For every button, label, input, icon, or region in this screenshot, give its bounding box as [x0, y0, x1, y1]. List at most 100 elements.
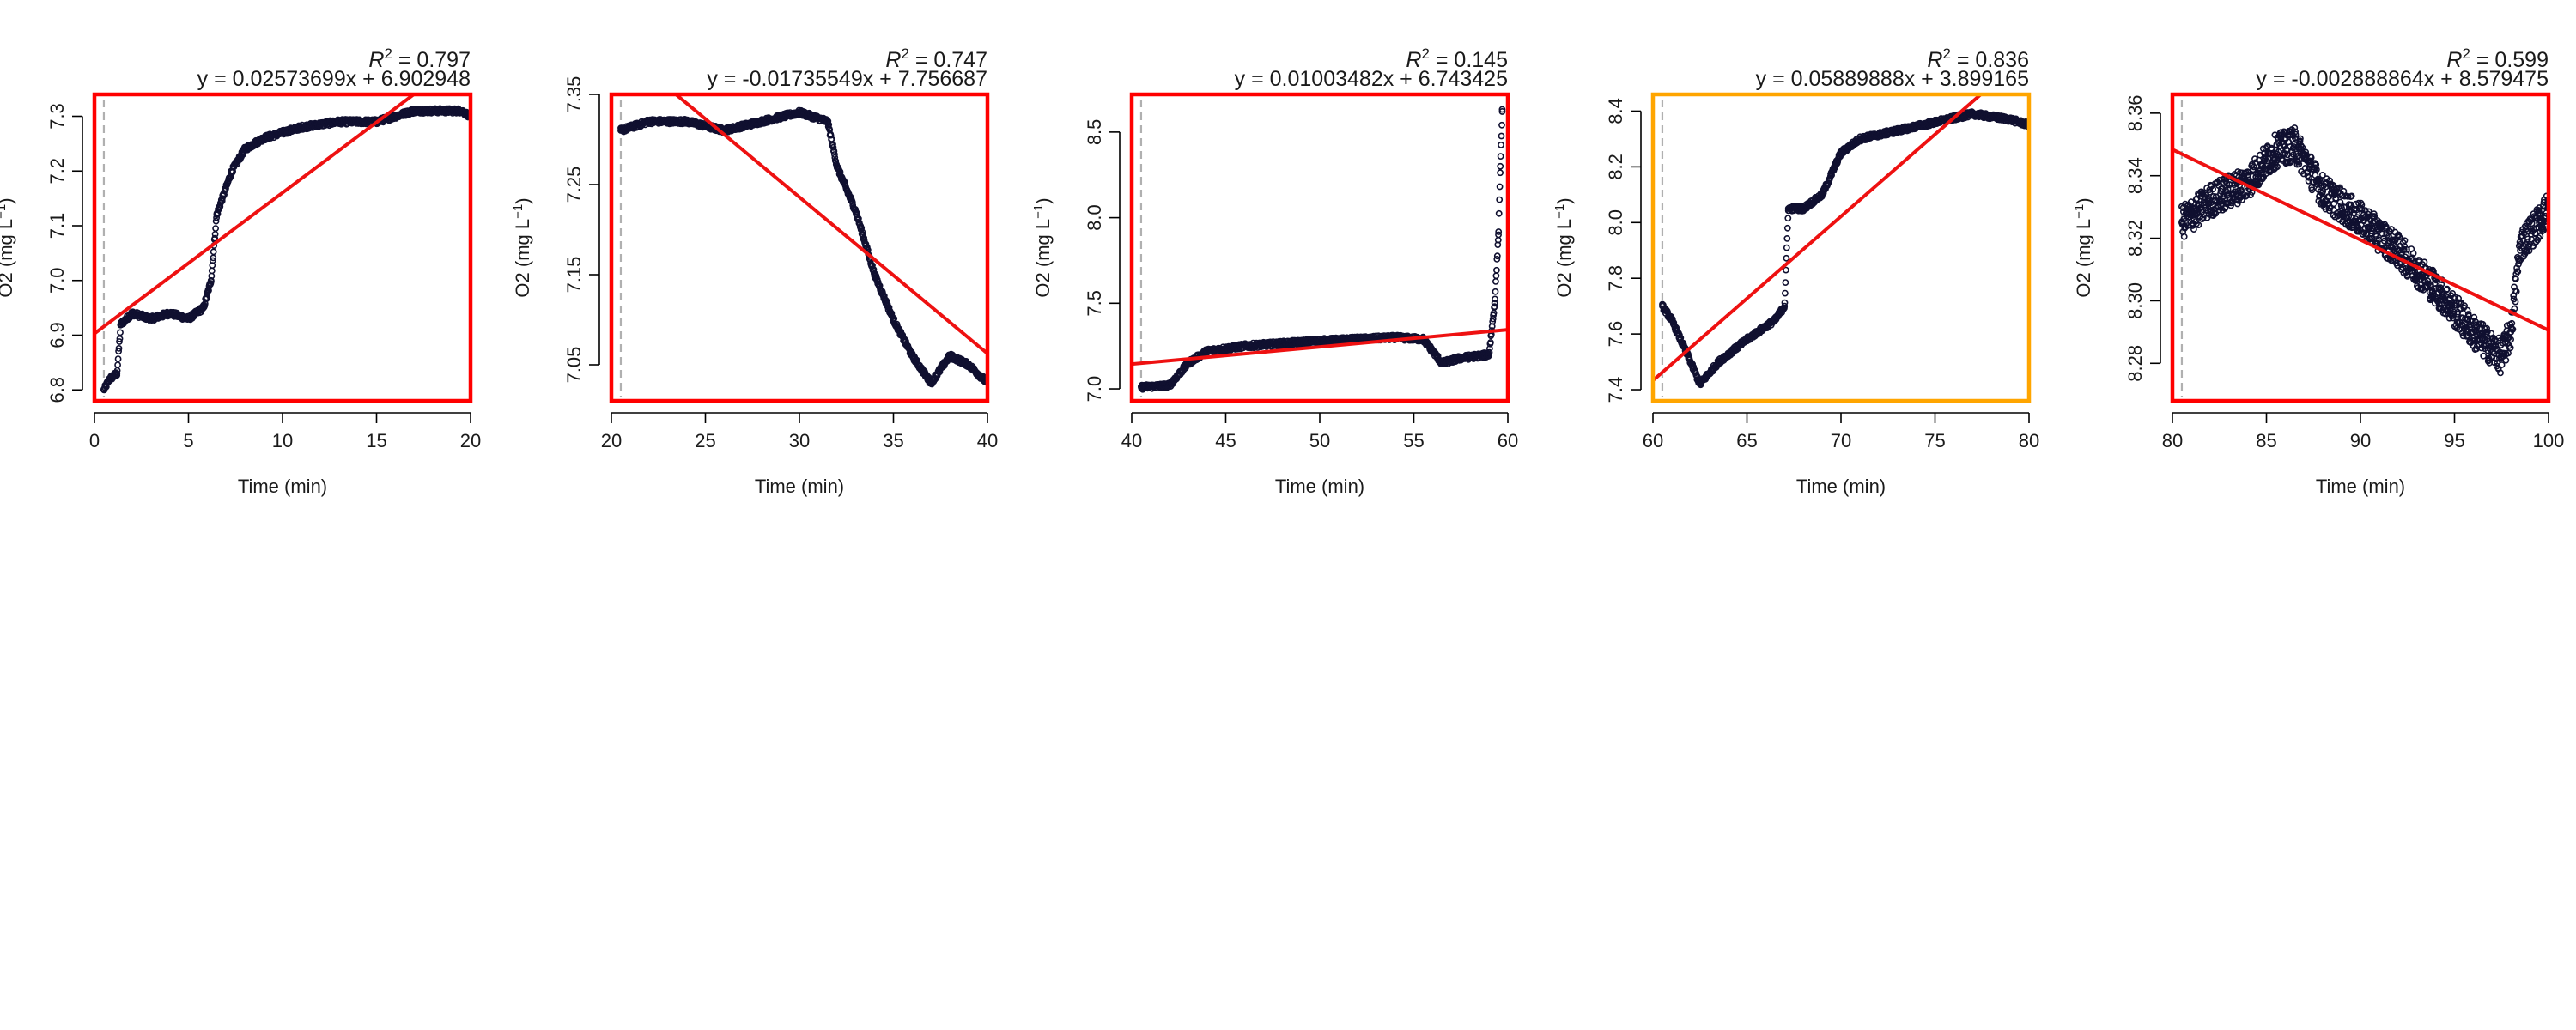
- x-tick-label: 10: [272, 430, 293, 451]
- x-tick-label: 50: [1309, 430, 1330, 451]
- plot-area: [94, 94, 471, 397]
- data-point: [2319, 188, 2327, 195]
- data-point: [467, 112, 471, 120]
- data-point: [297, 124, 305, 131]
- data-point: [2233, 200, 2241, 208]
- y-tick-label: 7.3: [46, 103, 68, 130]
- y-tick-label: 8.0: [1084, 204, 1105, 231]
- data-point: [2291, 124, 2299, 131]
- r-squared-symbol: R: [1927, 48, 1942, 72]
- data-point: [2470, 328, 2477, 336]
- data-point: [2178, 219, 2185, 227]
- data-point: [117, 320, 125, 328]
- data-point: [2443, 285, 2451, 293]
- data-point: [965, 361, 972, 368]
- y-axis-label-text: O2 (mg L: [512, 219, 533, 298]
- data-point: [2498, 354, 2506, 360]
- data-point: [166, 310, 173, 317]
- x-tick-label: 20: [460, 430, 481, 451]
- r-squared-value: = 0.836: [1951, 48, 2029, 72]
- data-point: [1486, 345, 1493, 352]
- y-tick-label: 7.25: [563, 167, 585, 203]
- data-point: [1438, 360, 1446, 367]
- data-point: [2227, 202, 2234, 209]
- data-point: [1492, 272, 1500, 280]
- data-point: [2243, 192, 2251, 199]
- r-squared-exponent: 2: [384, 45, 392, 62]
- fit-line: [94, 94, 417, 336]
- x-tick-label: 15: [366, 430, 386, 451]
- data-point: [683, 118, 690, 125]
- data-point: [1781, 289, 1789, 297]
- r-squared-value: = 0.747: [909, 48, 987, 72]
- data-point: [2251, 155, 2258, 163]
- y-tick-label: 8.4: [1605, 98, 1626, 124]
- data-point: [115, 348, 122, 355]
- data-point: [1495, 228, 1503, 235]
- x-axis-label: Time (min): [1275, 476, 1364, 497]
- data-point: [2007, 116, 2014, 124]
- y-axis-label-exponent: −1: [511, 204, 526, 219]
- data-point: [2497, 369, 2504, 377]
- data-point: [222, 185, 229, 192]
- data-point: [1784, 215, 1792, 222]
- data-point: [207, 276, 215, 284]
- x-tick-label: 40: [1121, 430, 1142, 451]
- fit-line: [1653, 94, 1984, 382]
- y-tick-label: 6.9: [46, 322, 68, 348]
- y-axis-label: O2 (mg L−1): [1031, 197, 1054, 297]
- data-point: [1784, 205, 1792, 212]
- data-point: [1782, 279, 1789, 286]
- y-tick-label: 8.0: [1605, 209, 1626, 236]
- y-axis-label: O2 (mg L−1): [511, 197, 533, 297]
- data-point: [2274, 163, 2281, 171]
- data-point: [185, 315, 192, 323]
- data-point: [147, 315, 155, 323]
- data-point: [1497, 169, 1504, 177]
- y-axis-label-close: ): [512, 197, 533, 203]
- data-point: [2483, 324, 2490, 332]
- data-point: [1781, 302, 1789, 310]
- data-point: [758, 118, 766, 125]
- y-tick-label: 8.36: [2124, 94, 2146, 131]
- data-point: [2382, 223, 2390, 230]
- data-point: [2394, 247, 2402, 255]
- data-point: [796, 109, 803, 116]
- x-tick-label: 45: [1215, 430, 1236, 451]
- data-point: [128, 310, 136, 317]
- data-point: [1715, 358, 1722, 366]
- data-point: [2507, 328, 2515, 336]
- y-tick-label: 7.8: [1605, 265, 1626, 292]
- y-tick-label: 7.05: [563, 347, 585, 384]
- x-tick-label: 100: [2533, 430, 2565, 451]
- data-point: [2206, 197, 2214, 204]
- data-point: [2531, 215, 2538, 222]
- fit-line: [1132, 328, 1508, 367]
- data-point: [2513, 264, 2520, 271]
- data-point: [1659, 302, 1666, 310]
- r-squared-label: R2 = 0.797: [368, 45, 471, 72]
- data-point: [1498, 141, 1504, 148]
- y-axis-label: O2 (mg L−1): [2072, 197, 2094, 297]
- data-point: [1800, 205, 1807, 212]
- r-squared-symbol: R: [1406, 48, 1421, 72]
- y-tick-label: 6.8: [46, 377, 68, 403]
- plot-frame: [2170, 92, 2551, 403]
- data-point: [2318, 171, 2326, 179]
- data-point: [114, 361, 121, 368]
- plot-frame: [1129, 92, 1510, 403]
- data-point: [2341, 203, 2348, 211]
- x-tick-label: 35: [883, 430, 903, 451]
- x-tick-label: 60: [1498, 430, 1518, 451]
- data-point: [335, 118, 343, 125]
- y-axis-label-close: ): [2073, 197, 2094, 203]
- y-tick-label: 7.6: [1605, 321, 1626, 348]
- x-axis-label: Time (min): [238, 476, 327, 497]
- data-point: [1138, 384, 1145, 391]
- x-tick-label: 5: [183, 430, 193, 451]
- data-point: [2292, 128, 2299, 136]
- data-point: [114, 355, 122, 362]
- plot-area: [1653, 94, 2029, 397]
- data-point: [1497, 153, 1504, 160]
